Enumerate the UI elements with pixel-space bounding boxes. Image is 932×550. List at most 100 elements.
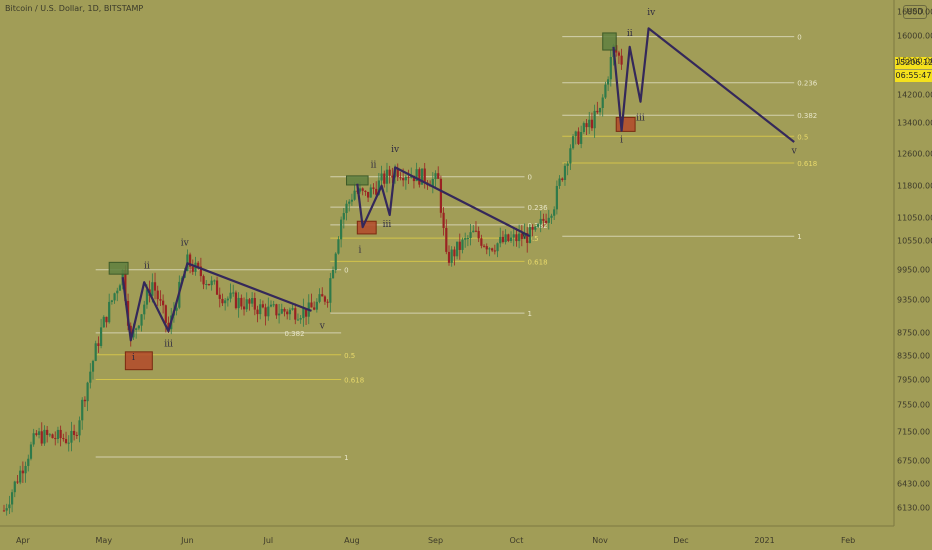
candle-body <box>64 439 68 444</box>
candle-body <box>550 215 553 218</box>
last-price-tag: 15206.12 <box>895 57 932 69</box>
candle-body <box>407 176 410 178</box>
fib-level-label: 1 <box>528 310 532 318</box>
candle-body <box>609 57 612 80</box>
candle-body <box>431 179 434 187</box>
wave-label: v <box>319 321 326 331</box>
candle-body <box>19 470 22 483</box>
candle-body <box>48 434 51 436</box>
candle-body <box>366 191 370 198</box>
candle-body <box>81 399 84 421</box>
candle-body <box>607 79 610 85</box>
candle-body <box>507 234 510 241</box>
buy-zone-box <box>602 32 617 51</box>
price-tick-label: 6430.00 <box>897 479 931 489</box>
candle-body <box>561 178 564 180</box>
candle-body <box>272 304 275 306</box>
candle-body <box>75 434 78 436</box>
candle-body <box>8 504 11 509</box>
candle-body <box>253 298 256 310</box>
candle-body <box>509 237 513 241</box>
time-tick-label: Apr <box>15 536 30 545</box>
time-tick-label: Aug <box>344 536 360 545</box>
wave-label: v <box>521 232 528 242</box>
candle-body <box>269 304 273 307</box>
wave-label: iv <box>391 145 400 155</box>
candle-body <box>27 458 30 466</box>
wave-path <box>612 27 795 143</box>
time-tick-label: Jul <box>263 536 274 545</box>
wave-path <box>121 262 312 342</box>
wave-label: iv <box>181 239 190 249</box>
candle-body <box>70 430 73 443</box>
candle-body <box>24 465 27 474</box>
price-tick-label: 7950.00 <box>897 375 931 385</box>
candle-body <box>91 360 95 372</box>
fib-level-label: 1 <box>797 233 801 241</box>
candle-body <box>596 110 599 113</box>
candle-body <box>73 430 76 435</box>
candle-body <box>450 249 453 263</box>
candle-body <box>582 123 585 133</box>
candle-body <box>62 438 65 440</box>
candle-body <box>399 177 402 179</box>
candle-body <box>455 241 459 257</box>
candle-body <box>218 294 221 299</box>
candle-body <box>598 107 602 113</box>
candle-body <box>188 254 192 267</box>
candle-body <box>202 276 205 285</box>
candle-body <box>464 238 467 240</box>
candle-body <box>353 190 356 200</box>
time-tick-label: May <box>95 536 113 545</box>
fib-level-label: 0 <box>344 267 348 275</box>
candle-body <box>313 307 316 310</box>
candle-body <box>54 438 57 440</box>
candle-body <box>348 201 351 204</box>
candle-body <box>283 308 286 312</box>
candle-body <box>215 280 219 295</box>
candle-body <box>326 301 329 303</box>
candle-body <box>334 253 337 270</box>
candle-body <box>237 297 240 309</box>
candle-body <box>423 168 426 183</box>
fib-level-label: 0.5 <box>344 352 355 360</box>
candle-body <box>277 313 281 316</box>
candle-body <box>445 227 448 252</box>
candle-body <box>566 163 569 166</box>
candle-body <box>32 433 35 445</box>
candle-body <box>2 510 6 512</box>
price-tick-label: 16000.00 <box>897 31 932 41</box>
fib-level-label: 0.382 <box>797 112 817 120</box>
candle-body <box>259 304 262 315</box>
price-tick-label: 15200.00 <box>897 56 932 66</box>
candle-body <box>437 173 440 179</box>
candle-body <box>488 248 491 250</box>
candle-body <box>372 187 375 189</box>
fib-level-label: 0.5 <box>528 235 539 243</box>
candle-body <box>536 224 540 227</box>
candle-body <box>118 285 122 291</box>
candle-body <box>501 236 505 243</box>
candle-body <box>221 298 224 304</box>
candle-body <box>577 131 580 144</box>
fib-level-label: 0 <box>528 174 532 182</box>
wave-label: i <box>359 246 362 256</box>
candle-body <box>331 269 335 279</box>
sell-zone-box <box>356 220 377 235</box>
price-tick-label: 16800.00 <box>897 7 932 17</box>
candle-body <box>563 165 567 180</box>
sell-zone-box <box>124 351 153 371</box>
candle-body <box>544 220 548 223</box>
candle-body <box>318 294 321 302</box>
candle-body <box>113 293 116 301</box>
fib-level-label: 0.618 <box>344 376 364 384</box>
candle-body <box>458 241 461 250</box>
price-tick-label: 13400.00 <box>897 118 932 128</box>
currency-button[interactable]: USD <box>903 5 927 19</box>
candle-body <box>528 227 532 243</box>
candle-body <box>56 429 60 439</box>
wave-label: i <box>132 353 135 363</box>
candle-body <box>420 168 424 185</box>
